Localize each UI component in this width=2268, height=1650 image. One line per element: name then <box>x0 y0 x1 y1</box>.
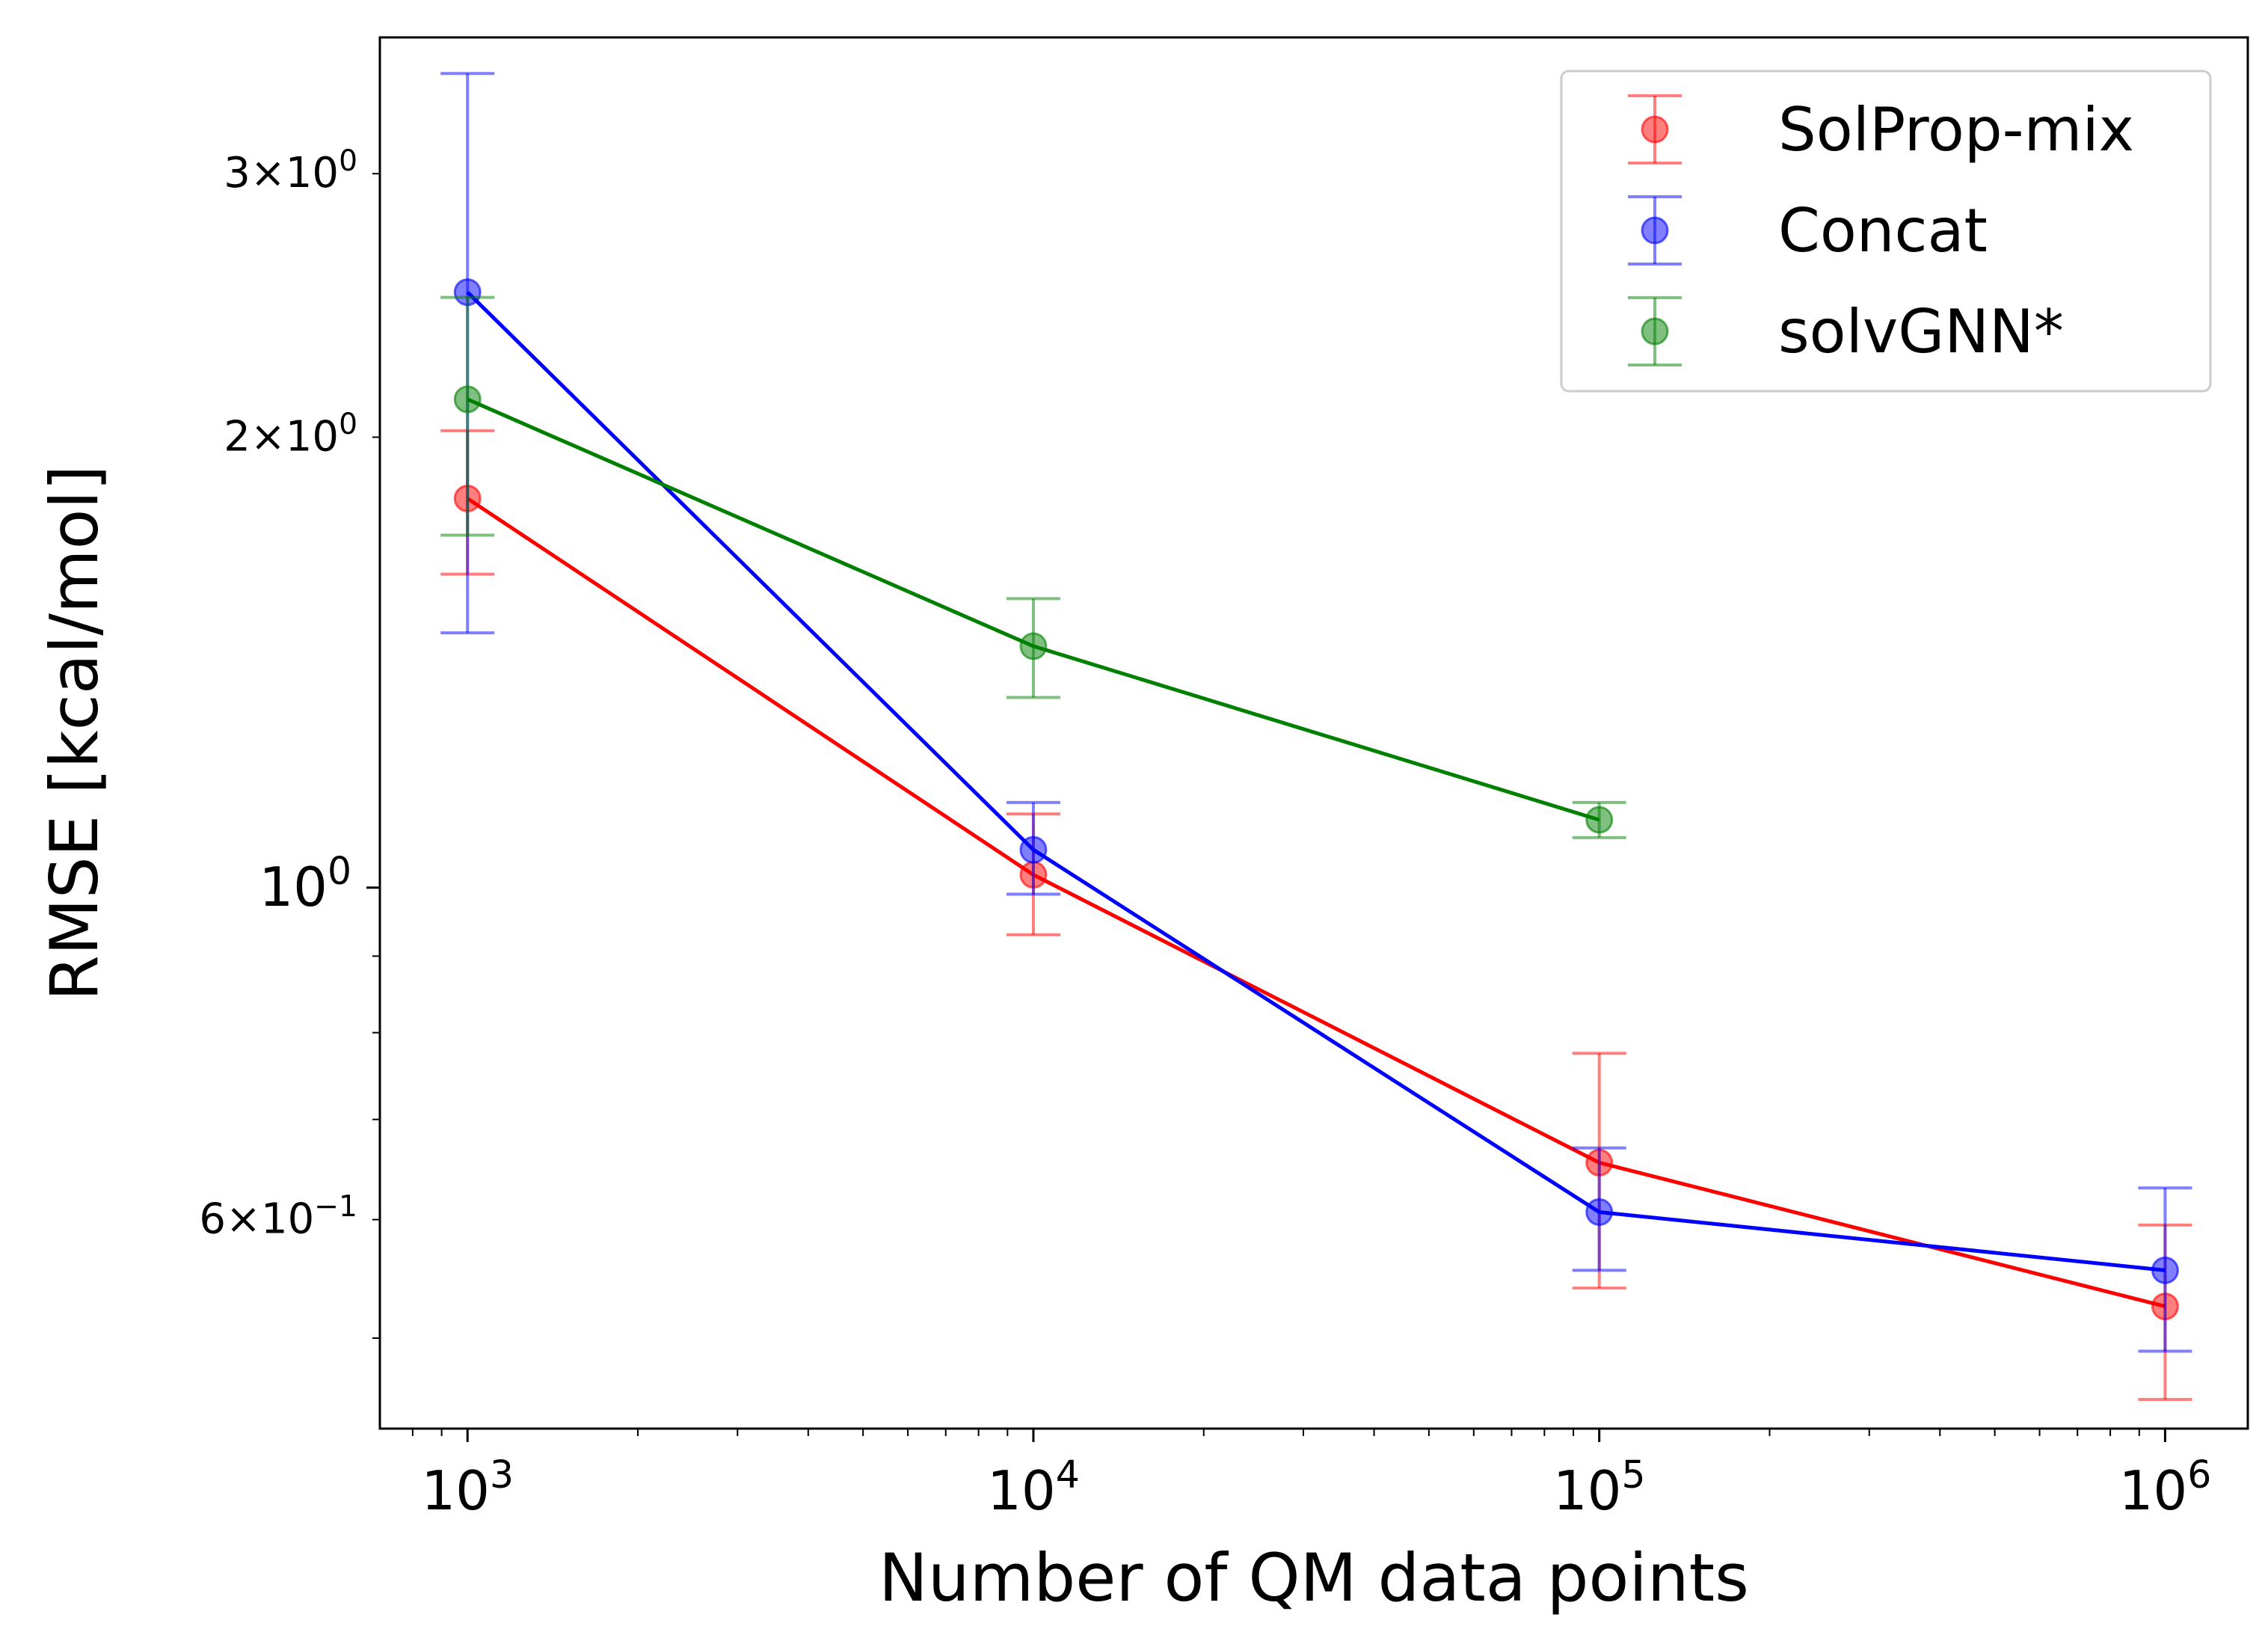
series-solvGNN* <box>440 295 1626 839</box>
legend-label: SolProp-mix <box>1778 95 2134 165</box>
x-tick-label: 105 <box>1553 1453 1646 1522</box>
legend-box <box>1560 70 2212 393</box>
series-line <box>466 290 2166 1272</box>
y-tick-label: 100 <box>259 849 351 918</box>
legend-label: solvGNN* <box>1778 297 2064 367</box>
data-point <box>1019 835 1048 864</box>
y-axis-label: RMSE [kcal/mol] <box>36 465 113 1002</box>
y-tick-label: 3×100 <box>224 144 357 197</box>
axis-ticks: 103 104 105 106 100 3×100 2×100 6×10−1 <box>199 144 2211 1522</box>
y-tick-label: 2×100 <box>224 408 357 461</box>
legend-marker <box>1641 115 1669 144</box>
legend-marker <box>1641 317 1669 346</box>
data-point <box>2151 1256 2179 1284</box>
data-point <box>1019 632 1048 660</box>
data-point <box>1585 1198 1614 1227</box>
x-axis-label: Number of QM data points <box>879 1539 1749 1616</box>
axes-frame <box>378 36 2249 1430</box>
legend-label: Concat <box>1778 196 1988 266</box>
series-line <box>466 497 2166 1309</box>
x-tick-label: 106 <box>2119 1453 2212 1522</box>
legend-marker <box>1641 216 1669 245</box>
x-tick-label: 104 <box>987 1453 1080 1522</box>
data-point <box>1585 806 1614 834</box>
y-tick-label: 6×10−1 <box>199 1190 357 1243</box>
plot-area <box>440 72 2192 1401</box>
legend: SolProp-mix Concat solvGNN* <box>1560 70 2212 393</box>
data-point <box>453 385 482 414</box>
x-tick-label: 103 <box>421 1453 514 1522</box>
